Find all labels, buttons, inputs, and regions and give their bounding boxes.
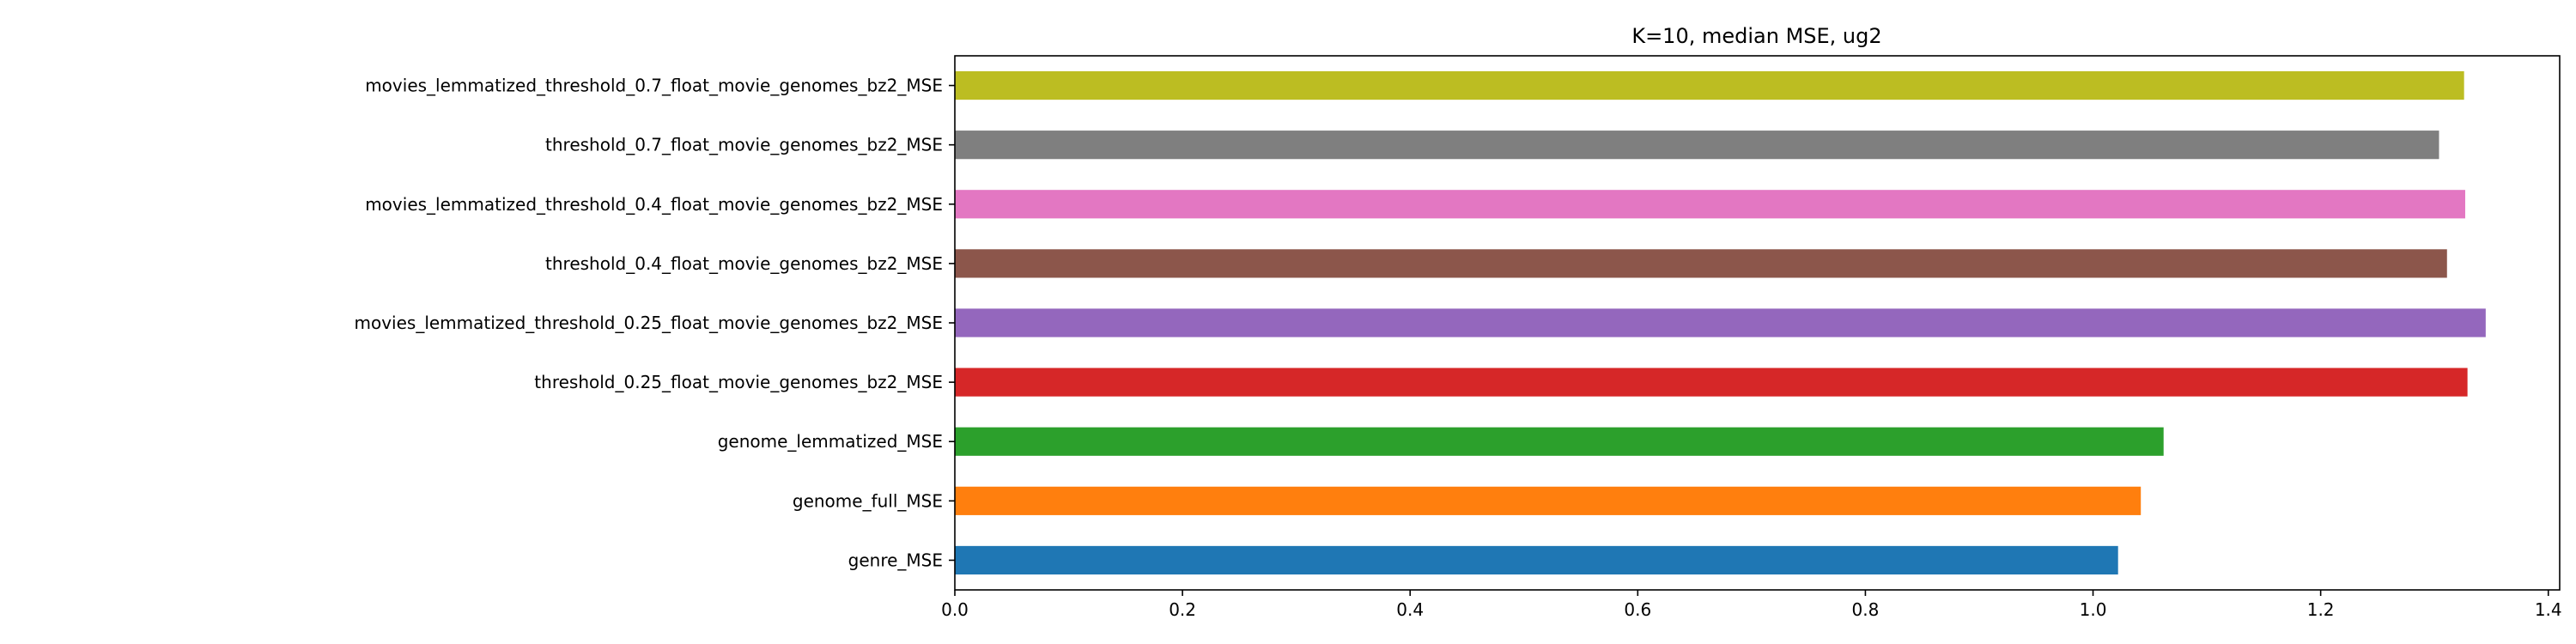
x-tick-label: 0.6 xyxy=(1624,599,1651,620)
x-tick-label: 1.0 xyxy=(2080,599,2107,620)
bar-5 xyxy=(955,249,2447,278)
bar-0 xyxy=(955,545,2118,575)
bar-8 xyxy=(955,70,2464,100)
y-tick-label: threshold_0.7_float_movie_genomes_bz2_MS… xyxy=(545,135,943,155)
x-tick-label: 0.4 xyxy=(1396,599,1424,620)
bar-3 xyxy=(955,368,2468,397)
chart-title: K=10, median MSE, ug2 xyxy=(1631,24,1881,48)
x-tick-label: 0.2 xyxy=(1169,599,1196,620)
y-tick-label: threshold_0.4_float_movie_genomes_bz2_MS… xyxy=(545,253,943,274)
x-tick-label: 0.0 xyxy=(941,599,969,620)
x-tick-label: 1.2 xyxy=(2307,599,2335,620)
bar-4 xyxy=(955,308,2486,337)
y-tick-label: movies_lemmatized_threshold_0.4_float_mo… xyxy=(365,194,943,215)
bar-7 xyxy=(955,131,2439,160)
x-tick-label: 0.8 xyxy=(1852,599,1880,620)
bar-1 xyxy=(955,486,2142,515)
y-tick-label: genome_lemmatized_MSE xyxy=(718,431,943,452)
y-tick-label: genome_full_MSE xyxy=(793,490,943,511)
bar-2 xyxy=(955,427,2164,456)
bars-group xyxy=(955,70,2486,575)
x-tick-label: 1.4 xyxy=(2535,599,2562,620)
y-axis-ticks: genre_MSE genome_full_MSE genome_lemmatize… xyxy=(354,76,955,570)
y-tick-label: genre_MSE xyxy=(848,550,943,570)
plot-frame xyxy=(954,55,2561,591)
y-tick-label: threshold_0.25_float_movie_genomes_bz2_M… xyxy=(534,372,943,392)
bar-6 xyxy=(955,190,2465,219)
y-tick-label: movies_lemmatized_threshold_0.7_float_mo… xyxy=(365,76,943,96)
x-axis-ticks: 0.0 0.2 0.4 0.6 0.8 1.0 1.2 1.4 xyxy=(941,590,2562,620)
y-tick-label: movies_lemmatized_threshold_0.25_float_m… xyxy=(354,313,943,333)
